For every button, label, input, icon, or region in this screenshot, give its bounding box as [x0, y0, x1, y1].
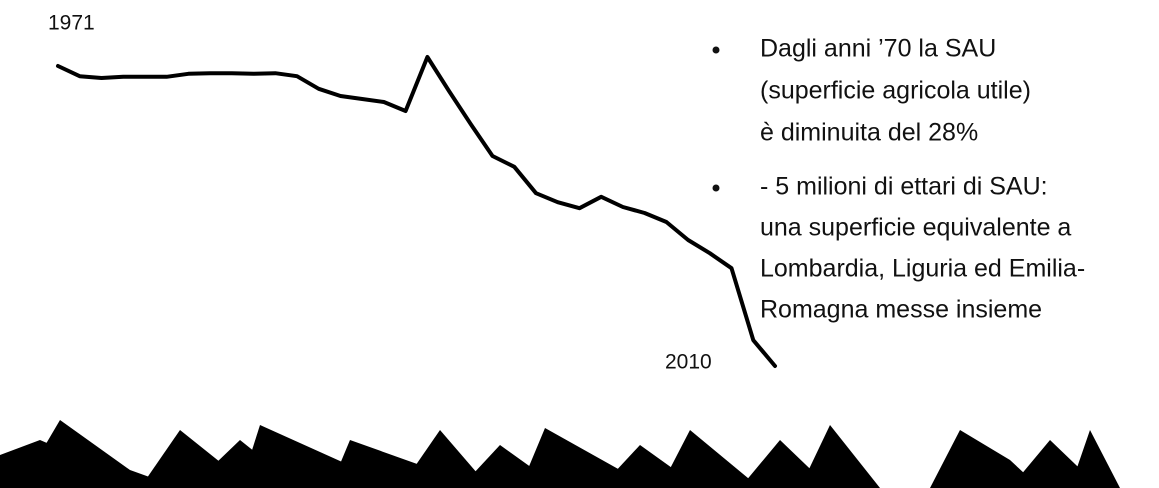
annotation-line: Dagli anni ’70 la SAU	[760, 35, 996, 63]
bullet	[713, 185, 720, 192]
annotation-line: una superficie equivalente a	[760, 214, 1071, 242]
annotation-line: Romagna messe insieme	[760, 296, 1042, 324]
background	[0, 0, 1159, 488]
annotations: Dagli anni ’70 la SAU (superficie agricol…	[713, 35, 1086, 324]
bullet	[713, 47, 720, 54]
annotation-line: - 5 milioni di ettari di SAU:	[760, 173, 1048, 201]
annotation-line: è diminuita del 28%	[760, 119, 978, 147]
chart: 1971 2010 Dagli anni ’70 la SAU (superfici…	[0, 0, 1159, 488]
annotation-line: Lombardia, Liguria ed Emilia-	[760, 255, 1085, 283]
page: 1971 2010 Dagli anni ’70 la SAU (superfici…	[0, 0, 1159, 488]
x-label: 1971	[48, 12, 95, 35]
x-label: 2010	[665, 351, 712, 374]
annotation-line: (superficie agricola utile)	[760, 77, 1031, 105]
